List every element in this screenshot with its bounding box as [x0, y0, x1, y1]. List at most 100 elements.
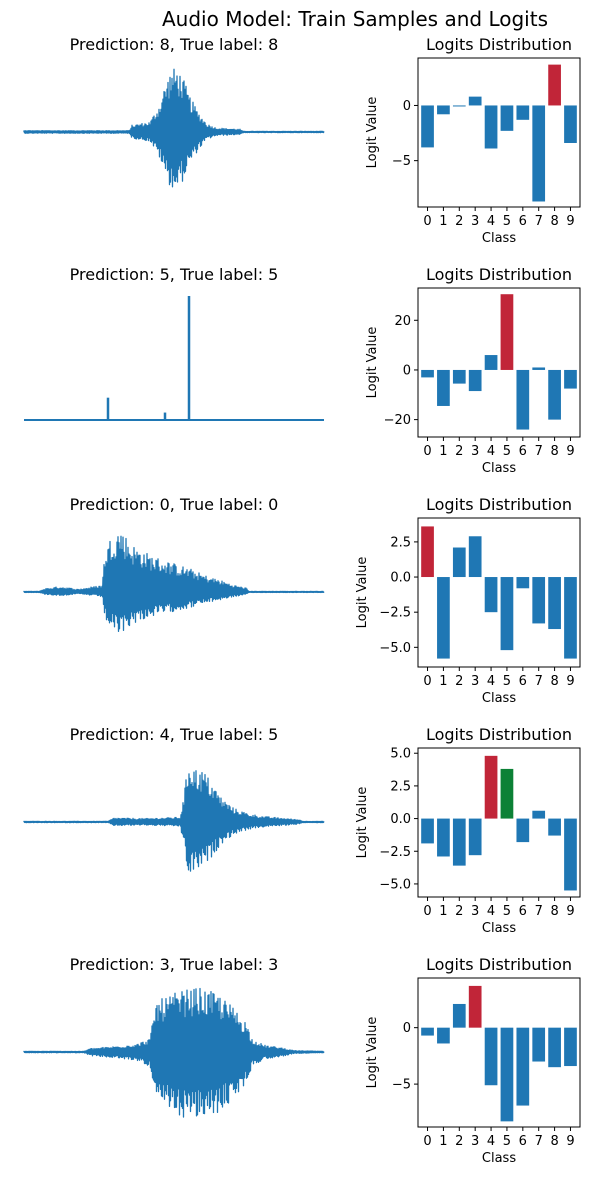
- bar-class-5: [500, 768, 514, 819]
- y-tick-label: 0: [403, 99, 411, 114]
- x-tick-label: 6: [519, 214, 527, 229]
- x-tick-label: 3: [471, 904, 479, 919]
- y-tick-label: 20: [394, 314, 411, 329]
- x-tick-label: 7: [535, 674, 543, 689]
- bar-class-4: [484, 1027, 498, 1086]
- x-tick-label: 0: [423, 674, 431, 689]
- bar-class-3: [468, 96, 482, 106]
- bar-class-4: [484, 105, 498, 149]
- waveform-line: [23, 535, 325, 633]
- y-tick-label: 0.0: [390, 812, 411, 827]
- x-tick-label: 8: [550, 444, 558, 459]
- bar-class-0: [421, 369, 434, 378]
- x-tick-label: 3: [471, 214, 479, 229]
- bar-class-7: [532, 810, 546, 819]
- x-tick-label: 8: [550, 904, 558, 919]
- bar-class-2: [452, 105, 466, 107]
- bar-class-0: [421, 105, 434, 148]
- bar-class-5: [500, 105, 514, 131]
- x-tick-label: 9: [566, 444, 574, 459]
- x-tick-label: 1: [439, 674, 447, 689]
- bar-class-7: [532, 367, 546, 370]
- bar-class-5: [500, 577, 514, 651]
- figure-title: Audio Model: Train Samples and Logits: [162, 7, 548, 31]
- y-tick-label: 2.5: [390, 779, 411, 794]
- x-tick-label: 6: [519, 444, 527, 459]
- x-tick-label: 1: [439, 1134, 447, 1149]
- y-tick-label: 5.0: [390, 747, 411, 762]
- bar-chart-title: Logits Distribution: [426, 725, 572, 744]
- x-tick-label: 4: [487, 674, 495, 689]
- bar-class-0: [421, 818, 434, 844]
- bar-class-4: [484, 755, 498, 819]
- bar-class-2: [452, 818, 466, 866]
- bar-class-9: [564, 577, 577, 659]
- waveform-line: [23, 770, 325, 872]
- x-tick-label: 5: [503, 904, 511, 919]
- bar-class-3: [468, 536, 482, 578]
- bar-class-8: [548, 64, 561, 106]
- bar-class-2: [452, 1003, 466, 1028]
- bar-chart-title: Logits Distribution: [426, 265, 572, 284]
- x-tick-label: 6: [519, 674, 527, 689]
- y-tick-label: 0: [403, 363, 411, 378]
- y-tick-label: −20: [384, 413, 411, 428]
- x-tick-label: 0: [423, 214, 431, 229]
- waveform-plot: [23, 770, 325, 872]
- x-tick-label: 9: [566, 214, 574, 229]
- x-tick-label: 2: [455, 1134, 463, 1149]
- bar-class-1: [437, 105, 450, 115]
- x-tick-label: 1: [439, 904, 447, 919]
- plot-frame: [417, 977, 581, 1128]
- bar-chart-title: Logits Distribution: [426, 955, 572, 974]
- bar-chart: 0 1 2 3 4 5 6 7 8 9 5.0 2.5 0.0 −2.5 −5.0 Class Logit Va…: [355, 747, 581, 936]
- x-tick-label: 5: [503, 674, 511, 689]
- x-axis-label: Class: [482, 921, 516, 936]
- waveform-title: Prediction: 8, True label: 8: [70, 35, 279, 54]
- x-tick-label: 8: [550, 1134, 558, 1149]
- bar-class-9: [564, 105, 577, 143]
- x-tick-label: 7: [535, 1134, 543, 1149]
- waveform-title: Prediction: 0, True label: 0: [70, 495, 279, 514]
- waveform-title: Prediction: 3, True label: 3: [70, 955, 279, 974]
- x-tick-label: 8: [550, 674, 558, 689]
- x-tick-label: 4: [487, 1134, 495, 1149]
- x-tick-label: 9: [566, 1134, 574, 1149]
- y-tick-label: −5.0: [379, 641, 411, 656]
- bar-class-7: [532, 1027, 546, 1062]
- bar-class-7: [532, 577, 546, 624]
- x-axis-label: Class: [482, 461, 516, 476]
- x-tick-label: 4: [487, 904, 495, 919]
- bar-class-4: [484, 577, 498, 613]
- bar-class-8: [548, 1027, 561, 1068]
- y-axis-label: Logit Value: [365, 97, 380, 169]
- x-tick-label: 2: [455, 904, 463, 919]
- x-tick-label: 7: [535, 444, 543, 459]
- x-tick-label: 9: [566, 674, 574, 689]
- waveform-plot: [23, 68, 325, 188]
- bar-class-5: [500, 1027, 514, 1122]
- bar-class-1: [437, 818, 450, 857]
- bar-class-8: [548, 577, 561, 630]
- x-tick-label: 4: [487, 444, 495, 459]
- x-tick-label: 9: [566, 904, 574, 919]
- plot-frame: [417, 287, 581, 438]
- x-tick-label: 7: [535, 904, 543, 919]
- x-tick-label: 0: [423, 904, 431, 919]
- bar-chart-title: Logits Distribution: [426, 35, 572, 54]
- bar-class-7: [532, 105, 546, 202]
- x-tick-label: 5: [503, 214, 511, 229]
- x-tick-label: 7: [535, 214, 543, 229]
- x-tick-label: 5: [503, 444, 511, 459]
- y-axis-label: Logit Value: [355, 557, 370, 629]
- x-tick-label: 0: [423, 444, 431, 459]
- waveform-title: Prediction: 5, True label: 5: [70, 265, 279, 284]
- bar-class-3: [468, 985, 482, 1028]
- x-tick-label: 4: [487, 214, 495, 229]
- x-tick-label: 6: [519, 904, 527, 919]
- bar-class-6: [516, 818, 530, 843]
- x-tick-label: 2: [455, 444, 463, 459]
- waveform-line: [23, 987, 325, 1118]
- bar-class-3: [468, 369, 482, 392]
